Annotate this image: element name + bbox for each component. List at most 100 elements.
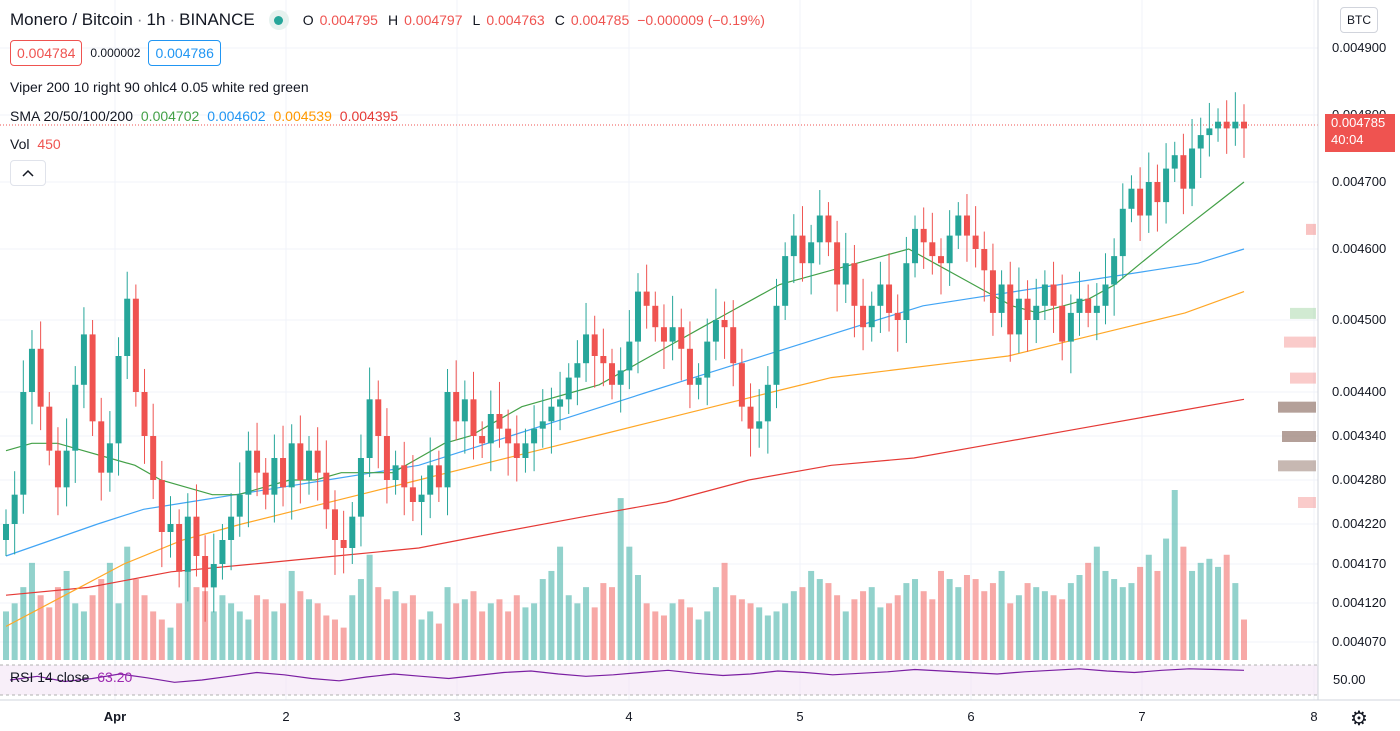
candle-body — [730, 327, 737, 364]
candle — [955, 202, 962, 249]
candle-body — [89, 334, 96, 422]
volume-bar — [470, 591, 477, 660]
candle — [496, 381, 503, 448]
volume-bar — [747, 603, 754, 660]
sell-button[interactable]: 0.004784 — [10, 40, 83, 66]
candle — [505, 409, 512, 476]
sma50-line — [5, 248, 1245, 557]
price-change: −0.000009 (−0.19%) — [637, 12, 765, 28]
candle-body — [1033, 305, 1040, 320]
candle-body — [738, 363, 745, 407]
y-tick-label: 0.004170 — [1332, 556, 1386, 571]
candle-body — [678, 327, 685, 349]
currency-button[interactable]: BTC — [1340, 7, 1378, 33]
candle-body — [600, 356, 607, 364]
volume-bar — [63, 570, 70, 660]
candle — [184, 493, 191, 602]
candle-body — [860, 305, 867, 328]
market-status-icon[interactable] — [268, 10, 289, 30]
rsi-legend[interactable]: RSI 14 close 63.20 — [10, 669, 132, 685]
candle-body — [340, 540, 347, 548]
volume-bar — [539, 579, 546, 660]
candle-body — [453, 392, 460, 422]
candle-body — [1145, 182, 1152, 216]
interval[interactable]: 1h — [146, 10, 166, 29]
y-tick-label: 0.004500 — [1332, 312, 1386, 327]
candle-body — [124, 298, 131, 356]
settings-gear-icon[interactable]: ⚙ — [1350, 708, 1368, 730]
candle-body — [912, 228, 919, 264]
candle — [1232, 92, 1239, 146]
price-axis: 0.0049000.0048000.0047000.0046000.004500… — [1317, 0, 1400, 731]
candle — [158, 460, 165, 568]
volume-bar — [254, 595, 261, 660]
candle-body — [314, 450, 321, 473]
candle — [1033, 278, 1040, 344]
candle — [695, 363, 702, 400]
candle-body — [37, 348, 44, 407]
volume-legend[interactable]: Vol 450 — [10, 136, 65, 152]
candle — [418, 475, 425, 536]
candle — [972, 206, 979, 268]
candle — [574, 340, 581, 406]
candle-body — [903, 263, 910, 320]
volume-bar — [548, 570, 555, 660]
candle-body — [392, 465, 399, 480]
volume-bar — [1145, 554, 1152, 660]
y-tick-label: 0.004280 — [1332, 472, 1386, 487]
volume-bar — [366, 554, 373, 660]
candle-body — [262, 472, 269, 495]
rsi-axis-label: 50.00 — [1333, 672, 1366, 687]
buy-button[interactable]: 0.004786 — [148, 40, 221, 66]
time-axis: Apr 2 3 4 5 6 7 8 — [0, 699, 1400, 731]
volume-bar — [600, 583, 607, 660]
candle-body — [851, 263, 858, 306]
candle-body — [1171, 155, 1178, 169]
candle-body — [773, 305, 780, 385]
candle — [730, 300, 737, 387]
viper-volume-profile — [1278, 223, 1316, 508]
candle — [20, 360, 27, 514]
sma-indicator-legend[interactable]: SMA 20/50/100/200 0.004702 0.004602 0.00… — [10, 108, 402, 124]
ohlc-value: 0.004785 — [570, 12, 630, 28]
candle-body — [461, 399, 468, 422]
candle — [470, 371, 477, 460]
candle — [790, 214, 797, 284]
candle — [150, 403, 157, 500]
symbol-name[interactable]: Monero / Bitcoin — [10, 10, 133, 29]
volume-bar — [331, 619, 338, 660]
candle — [539, 389, 546, 448]
collapse-legend-button[interactable] — [10, 160, 46, 186]
candle-body — [349, 516, 356, 548]
y-tick-label: 0.004120 — [1332, 595, 1386, 610]
candle-body — [20, 392, 27, 495]
volume-bar — [1128, 583, 1135, 660]
candle — [1215, 108, 1222, 142]
candle — [427, 437, 434, 519]
volume-profile-bar — [1306, 223, 1316, 235]
candle-body — [1015, 298, 1022, 335]
candle — [886, 253, 893, 332]
candle-body — [946, 235, 953, 264]
y-tick-label: 0.004700 — [1332, 174, 1386, 189]
candle — [1223, 100, 1230, 154]
candle-body — [54, 450, 61, 488]
candle-body — [106, 443, 113, 473]
x-tick-label: 3 — [453, 709, 460, 724]
volume-bar — [37, 595, 44, 660]
candle-body — [1041, 284, 1048, 306]
candle — [46, 392, 53, 466]
candle-body — [721, 320, 728, 328]
candle — [254, 422, 261, 497]
volume-bar — [730, 595, 737, 660]
candle-body — [1007, 284, 1014, 335]
viper-indicator-legend[interactable]: Viper 200 10 right 90 ohlc4 0.05 white r… — [10, 79, 309, 95]
candle — [782, 242, 789, 320]
candle — [669, 295, 676, 361]
candle-body — [583, 334, 590, 364]
candle — [1050, 261, 1057, 333]
candle-body — [193, 516, 200, 556]
volume-bar — [834, 595, 841, 660]
volume-bar — [202, 591, 209, 660]
